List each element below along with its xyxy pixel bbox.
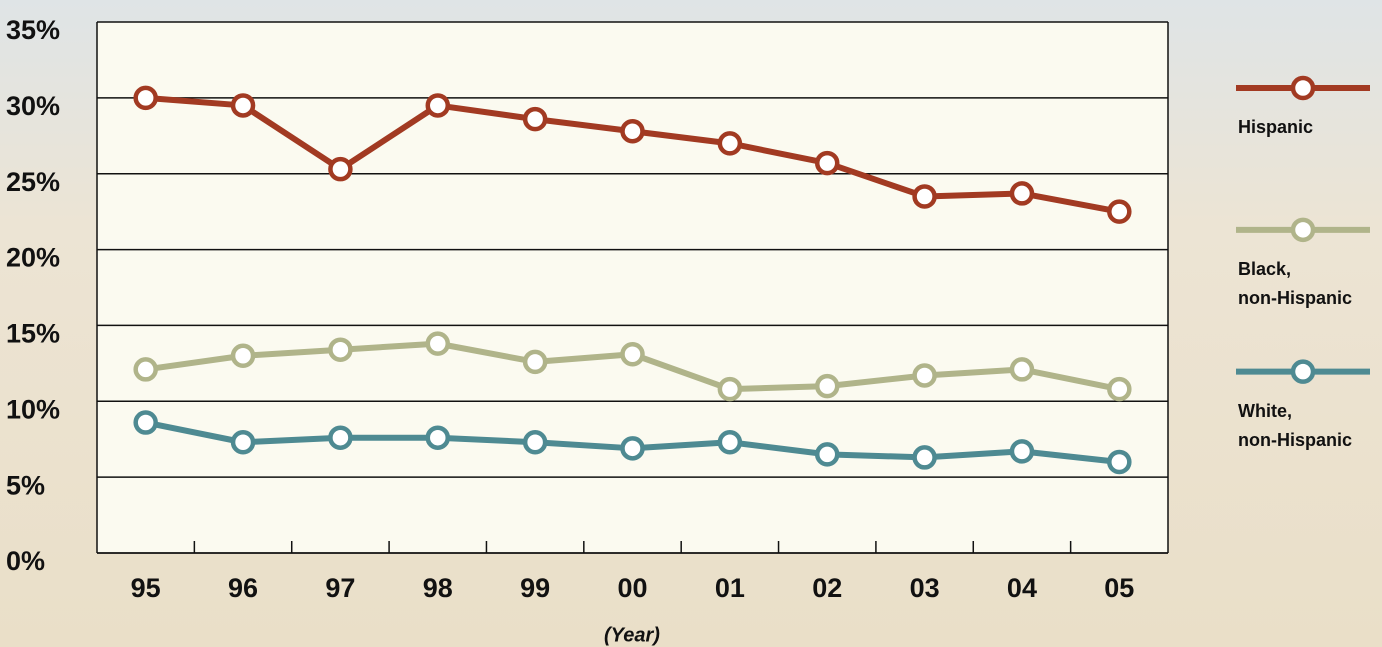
x-axis-label: (Year) xyxy=(604,624,660,646)
x-tick-label: 97 xyxy=(325,573,355,603)
y-tick-label: 25% xyxy=(6,167,60,197)
data-point xyxy=(720,379,740,399)
data-point xyxy=(623,121,643,141)
x-tick-label: 95 xyxy=(131,573,161,603)
data-point xyxy=(915,186,935,206)
x-tick-label: 99 xyxy=(520,573,550,603)
x-tick-label: 05 xyxy=(1104,573,1134,603)
chart-page: (Year) 0% 5% 10% 15% 20% 25% 30% 35% 95 96 97 98 99 0… xyxy=(0,0,1382,647)
data-point xyxy=(817,153,837,173)
chart: (Year) 0% 5% 10% 15% 20% 25% 30% 35% 95 96 97 98 99 0… xyxy=(0,0,1382,647)
data-point xyxy=(1109,379,1129,399)
data-point xyxy=(525,432,545,452)
y-tick-label: 15% xyxy=(6,319,60,349)
data-point xyxy=(330,428,350,448)
data-point xyxy=(623,344,643,364)
data-point xyxy=(428,95,448,115)
legend-marker xyxy=(1293,362,1313,382)
y-tick-label: 30% xyxy=(6,91,60,121)
x-tick-label: 04 xyxy=(1007,573,1037,603)
data-point xyxy=(525,109,545,129)
x-tick-label: 00 xyxy=(617,573,647,603)
legend-label: Hispanic xyxy=(1238,113,1382,142)
data-point xyxy=(233,432,253,452)
x-tick-label: 96 xyxy=(228,573,258,603)
x-tick-label: 01 xyxy=(715,573,745,603)
data-point xyxy=(915,447,935,467)
data-point xyxy=(525,352,545,372)
legend-marker xyxy=(1293,220,1313,240)
data-point xyxy=(136,359,156,379)
data-point xyxy=(720,432,740,452)
y-tick-label: 0% xyxy=(6,546,45,576)
data-point xyxy=(1012,359,1032,379)
data-point xyxy=(1109,202,1129,222)
legend-marker xyxy=(1293,78,1313,98)
data-point xyxy=(330,159,350,179)
data-point xyxy=(915,365,935,385)
y-tick-label: 35% xyxy=(6,15,60,45)
data-point xyxy=(136,413,156,433)
data-point xyxy=(817,376,837,396)
data-point xyxy=(1012,183,1032,203)
legend-label: White, non-Hispanic xyxy=(1238,397,1382,455)
legend-label: Black, non-Hispanic xyxy=(1238,255,1382,313)
x-tick-label: 02 xyxy=(812,573,842,603)
data-point xyxy=(330,340,350,360)
plot-area xyxy=(97,22,1168,553)
data-point xyxy=(720,133,740,153)
data-point xyxy=(817,444,837,464)
y-tick-label: 5% xyxy=(6,470,45,500)
data-point xyxy=(428,428,448,448)
data-point xyxy=(1012,441,1032,461)
x-tick-label: 98 xyxy=(423,573,453,603)
data-point xyxy=(428,334,448,354)
data-point xyxy=(233,346,253,366)
x-tick-label: 03 xyxy=(910,573,940,603)
data-point xyxy=(233,95,253,115)
y-tick-label: 20% xyxy=(6,243,60,273)
y-tick-label: 10% xyxy=(6,394,60,424)
data-point xyxy=(623,438,643,458)
data-point xyxy=(136,88,156,108)
data-point xyxy=(1109,452,1129,472)
